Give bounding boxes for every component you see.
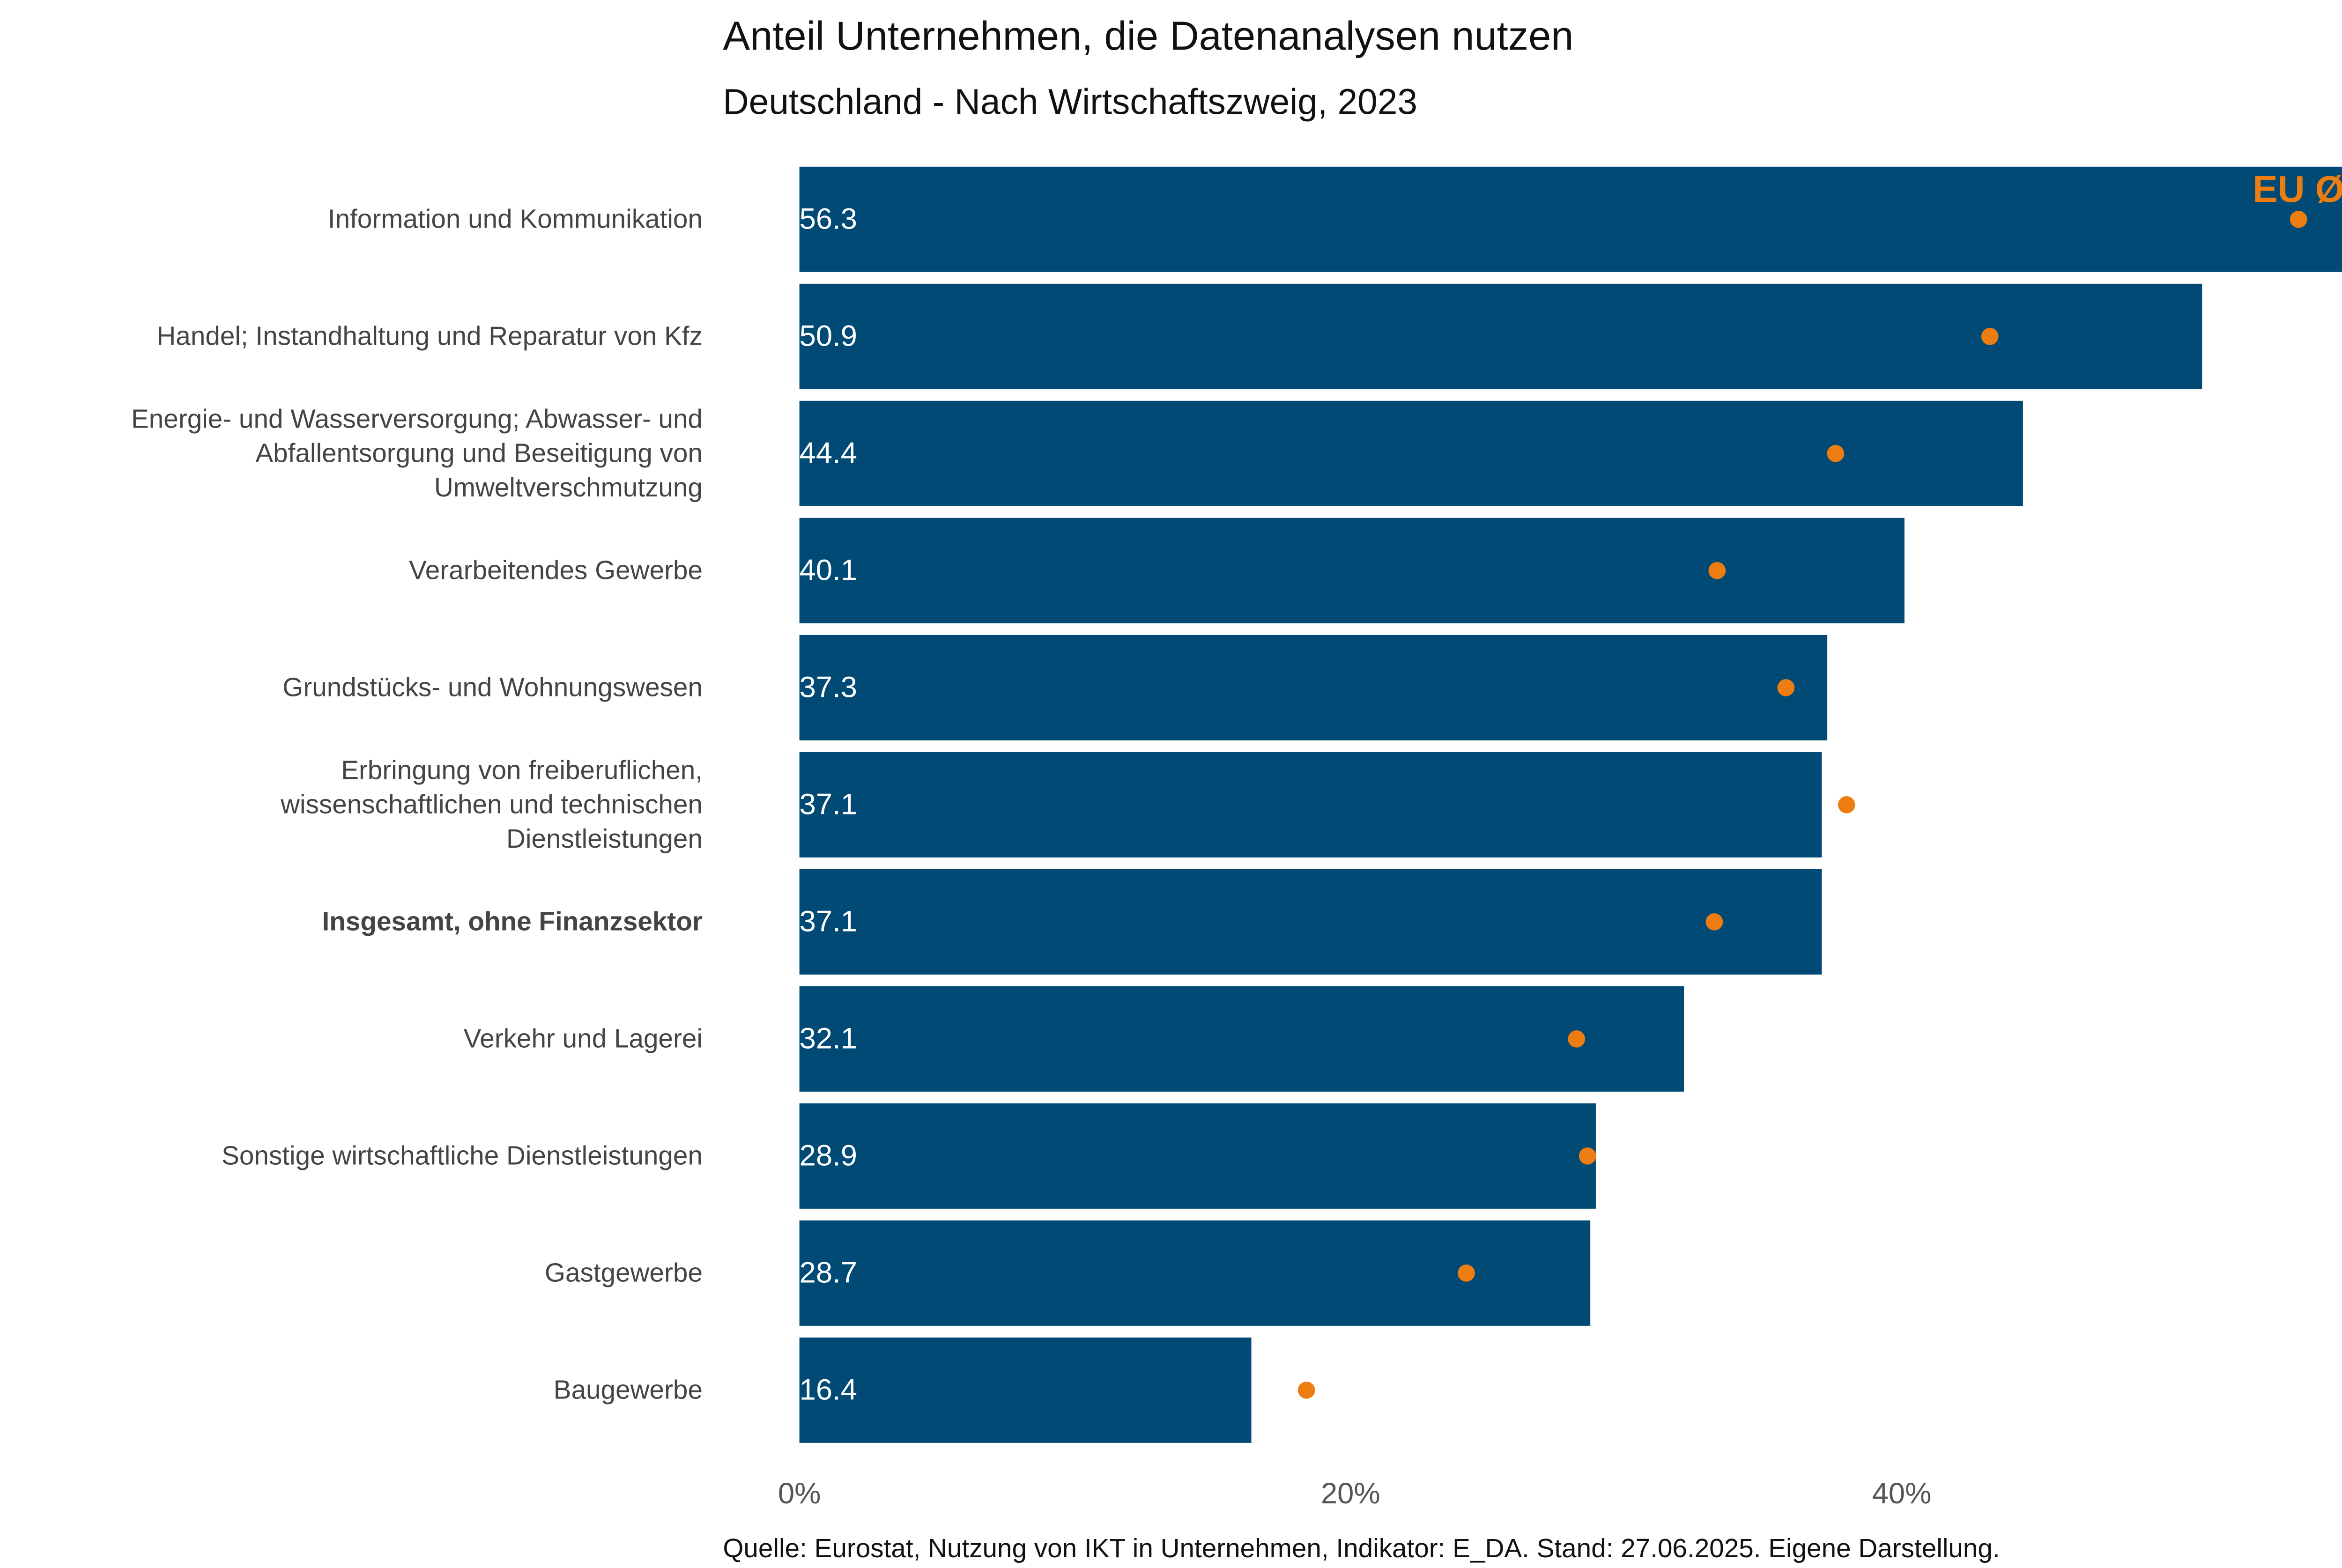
bar: [799, 166, 2342, 272]
category-label-box: Erbringung von freiberuflichen, wissensc…: [281, 754, 703, 853]
bar: [799, 752, 1822, 858]
bar: [799, 283, 2202, 389]
bar: [799, 518, 1905, 623]
chart-title: Anteil Unternehmen, die Datenanalysen nu…: [723, 14, 1573, 59]
value-label: 37.3: [800, 671, 857, 703]
category-label-box: Gastgewerbe: [544, 1257, 703, 1287]
category-label-box: Verarbeitendes Gewerbe: [409, 555, 703, 585]
value-label: 37.1: [800, 788, 857, 821]
y-tick-label: Gastgewerbe: [544, 1257, 703, 1287]
value-label: 28.9: [800, 1139, 857, 1172]
eu-average-dot: [1981, 328, 1999, 345]
x-tick-label: 40%: [1872, 1477, 1932, 1510]
eu-average-dot: [1458, 1265, 1475, 1282]
category-label-box: Sonstige wirtschaftliche Dienstleistunge…: [222, 1140, 703, 1170]
eu-average-dot: [1838, 796, 1855, 814]
y-tick-label: Baugewerbe: [553, 1375, 703, 1405]
eu-average-label: EU Ø: [2253, 168, 2342, 210]
x-tick-label: 20%: [1321, 1477, 1380, 1510]
y-tick-label: Grundstücks- und Wohnungswesen: [282, 672, 703, 702]
eu-average-dot: [1297, 1382, 1315, 1399]
category-label-box: Baugewerbe: [553, 1375, 703, 1405]
category-label-box: Insgesamt, ohne Finanzsektor: [322, 906, 703, 936]
bar: [799, 1103, 1596, 1209]
category-label-box: Information und Kommunikation: [327, 204, 703, 234]
bar: [799, 986, 1684, 1092]
eu-average-dot: [2290, 211, 2307, 228]
x-tick-label: 0%: [778, 1477, 821, 1510]
value-label: 50.9: [800, 319, 857, 352]
y-tick-label: Erbringung von freiberuflichen, wissensc…: [281, 754, 703, 853]
y-tick-label: Insgesamt, ohne Finanzsektor: [322, 906, 703, 936]
y-tick-label: Verkehr und Lagerei: [463, 1023, 703, 1053]
y-tick-label: Information und Kommunikation: [327, 204, 703, 234]
value-label: 28.7: [800, 1256, 857, 1289]
category-label-box: Energie- und Wasserversorgung; Abwasser-…: [131, 403, 703, 502]
bar: [799, 400, 2023, 506]
value-label: 56.3: [800, 202, 857, 235]
eu-average-dot: [1827, 445, 1845, 462]
y-tick-label: Sonstige wirtschaftliche Dienstleistunge…: [222, 1140, 703, 1170]
value-label: 37.1: [800, 905, 857, 938]
eu-average-dot: [1705, 913, 1723, 931]
value-label: 16.4: [800, 1373, 857, 1406]
category-label-box: Handel; Instandhaltung und Reparatur von…: [156, 321, 703, 351]
category-label-box: Grundstücks- und Wohnungswesen: [282, 672, 703, 702]
eu-average-dot: [1579, 1147, 1596, 1165]
eu-average-dot: [1708, 562, 1726, 579]
eu-average-dot: [1777, 679, 1795, 696]
bar: [799, 1337, 1252, 1443]
value-label: 44.4: [800, 436, 857, 469]
bar: [799, 869, 1822, 975]
category-label-box: Verkehr und Lagerei: [463, 1023, 703, 1053]
y-tick-label: Handel; Instandhaltung und Reparatur von…: [156, 321, 703, 351]
source-note: Quelle: Eurostat, Nutzung von IKT in Unt…: [723, 1534, 2000, 1563]
y-tick-label: Energie- und Wasserversorgung; Abwasser-…: [131, 403, 703, 502]
chart-subtitle: Deutschland - Nach Wirtschaftszweig, 202…: [723, 82, 1417, 122]
eu-average-dot: [1568, 1030, 1586, 1048]
value-label: 40.1: [800, 554, 857, 586]
bar: [799, 635, 1828, 740]
value-label: 32.1: [800, 1022, 857, 1055]
y-tick-label: Verarbeitendes Gewerbe: [409, 555, 703, 585]
